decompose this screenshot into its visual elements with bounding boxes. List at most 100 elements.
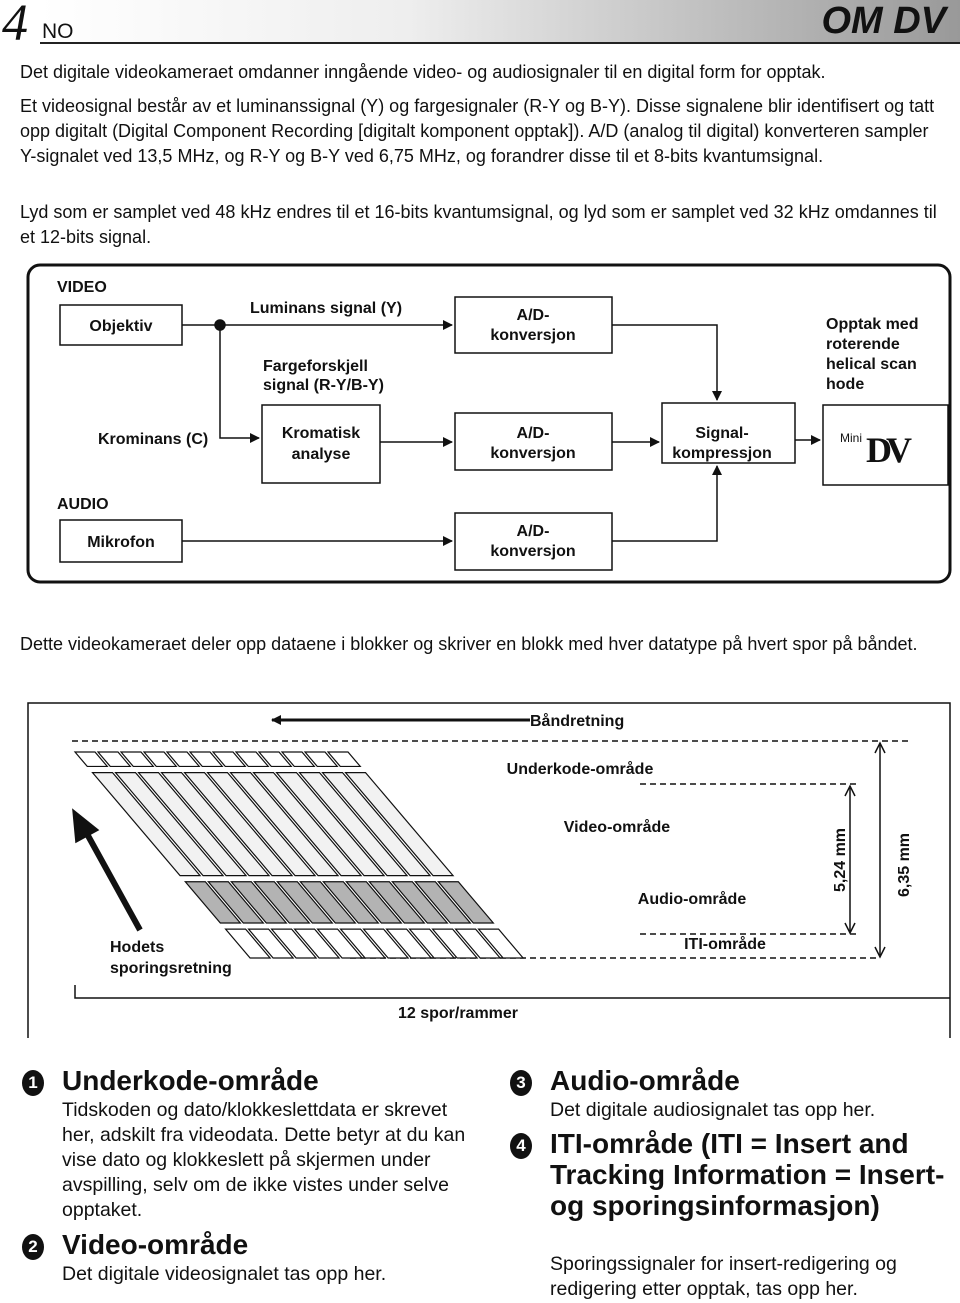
arrow bbox=[83, 830, 143, 932]
label: helical scan bbox=[826, 356, 917, 373]
track-segment bbox=[73, 751, 109, 768]
logo: Mini bbox=[840, 431, 862, 445]
track-segment bbox=[322, 881, 380, 924]
label: Kromatisk bbox=[282, 425, 360, 442]
label: kompressjon bbox=[672, 445, 772, 462]
label: A/D- bbox=[517, 425, 550, 442]
track-segment bbox=[368, 881, 426, 924]
frame bbox=[27, 702, 951, 1038]
track-segment bbox=[91, 771, 202, 877]
arrow bbox=[219, 325, 260, 443]
track-segment bbox=[408, 928, 456, 959]
section-body: Det digitale audiosignalet tas opp her. bbox=[550, 1099, 876, 1121]
track-segment bbox=[326, 751, 362, 768]
label: A/D- bbox=[517, 307, 550, 324]
section-number: 3 bbox=[510, 1070, 532, 1096]
track-segment bbox=[303, 751, 339, 768]
arrow bbox=[612, 465, 722, 542]
label: Objektiv bbox=[89, 318, 152, 335]
section-title: Audio-område bbox=[550, 1065, 740, 1096]
label: 12 spor/rammer bbox=[398, 1005, 518, 1022]
section-number: 2 bbox=[22, 1234, 44, 1260]
track-segment bbox=[298, 771, 409, 877]
section-title: ITI-område (ITI = Insert and Tracking In… bbox=[550, 1128, 945, 1221]
label: hode bbox=[826, 376, 864, 393]
label: AUDIO bbox=[57, 496, 109, 513]
track-segment bbox=[293, 928, 341, 959]
section-title: Underkode-område bbox=[62, 1065, 319, 1096]
track-segment bbox=[270, 928, 318, 959]
frame bbox=[26, 263, 952, 584]
language: NO bbox=[42, 20, 74, 43]
track-segment bbox=[96, 751, 132, 768]
intro-paragraph: Lyd som er samplet ved 48 kHz endres til… bbox=[20, 202, 937, 247]
label: Audio-område bbox=[638, 890, 747, 908]
section-number: 4 bbox=[510, 1133, 532, 1159]
box bbox=[822, 404, 949, 486]
track-segment bbox=[316, 928, 364, 959]
middle-paragraph: Dette videokameraet deler opp dataene i … bbox=[20, 634, 918, 654]
box bbox=[261, 404, 381, 484]
label: konversjon bbox=[490, 445, 575, 462]
arrow-head bbox=[72, 808, 100, 844]
track-segment bbox=[345, 881, 403, 924]
track-segment bbox=[184, 881, 242, 924]
track-segment bbox=[183, 771, 294, 877]
track-segment bbox=[385, 928, 433, 959]
section-title: Video-område bbox=[62, 1229, 249, 1260]
track-segment bbox=[477, 928, 525, 959]
track-segment bbox=[454, 928, 502, 959]
track-segment bbox=[339, 928, 387, 959]
track-segment bbox=[414, 881, 472, 924]
track-segment bbox=[247, 928, 295, 959]
track-segment bbox=[211, 751, 247, 768]
intro-paragraph: Et videosignal består av et luminanssign… bbox=[20, 96, 935, 166]
track-segment bbox=[114, 771, 225, 877]
label: Krominans (C) bbox=[98, 431, 208, 448]
label: Opptak med bbox=[826, 316, 918, 333]
track-segment bbox=[137, 771, 248, 877]
label: 6,35 mm bbox=[896, 833, 913, 897]
block-diagram bbox=[26, 263, 952, 584]
track-segment bbox=[230, 881, 288, 924]
track-segment bbox=[275, 771, 386, 877]
track-segment bbox=[234, 751, 270, 768]
section-body: Tidskoden og dato/klokkeslettdata er skr… bbox=[62, 1099, 466, 1221]
track-segment bbox=[188, 751, 224, 768]
track-segment bbox=[206, 771, 317, 877]
page-number: 4 bbox=[2, 0, 28, 52]
track-segment bbox=[280, 751, 316, 768]
intro-paragraph: Det digitale videokameraet omdanner inng… bbox=[20, 62, 826, 82]
label: Video-område bbox=[564, 818, 671, 836]
label: Fargeforskjell bbox=[263, 358, 368, 375]
track-segment bbox=[224, 928, 272, 959]
label: Signal- bbox=[695, 425, 748, 442]
label: konversjon bbox=[490, 327, 575, 344]
label: signal (R-Y/B-Y) bbox=[263, 377, 384, 394]
track-segment bbox=[437, 881, 495, 924]
label: konversjon bbox=[490, 543, 575, 560]
label: roterende bbox=[826, 336, 900, 353]
logo: DV bbox=[866, 430, 912, 470]
dimension bbox=[874, 741, 886, 959]
label: ITI-område bbox=[684, 935, 766, 953]
track-segment bbox=[431, 928, 479, 959]
box bbox=[454, 512, 613, 571]
track-segment bbox=[252, 771, 363, 877]
box bbox=[661, 402, 796, 464]
track-segment bbox=[344, 771, 455, 877]
label: Båndretning bbox=[530, 712, 624, 730]
track-segment bbox=[257, 751, 293, 768]
label: Hodets bbox=[110, 939, 164, 956]
track-segment bbox=[165, 751, 201, 768]
track-segment bbox=[391, 881, 449, 924]
track-segment bbox=[142, 751, 178, 768]
label: analyse bbox=[292, 446, 351, 463]
section-number: 1 bbox=[22, 1070, 44, 1096]
label: Underkode-område bbox=[507, 760, 654, 778]
header-bar bbox=[40, 0, 960, 44]
label: 5,24 mm bbox=[832, 828, 849, 892]
label: Luminans signal (Y) bbox=[250, 300, 402, 317]
label: Mikrofon bbox=[87, 534, 155, 551]
